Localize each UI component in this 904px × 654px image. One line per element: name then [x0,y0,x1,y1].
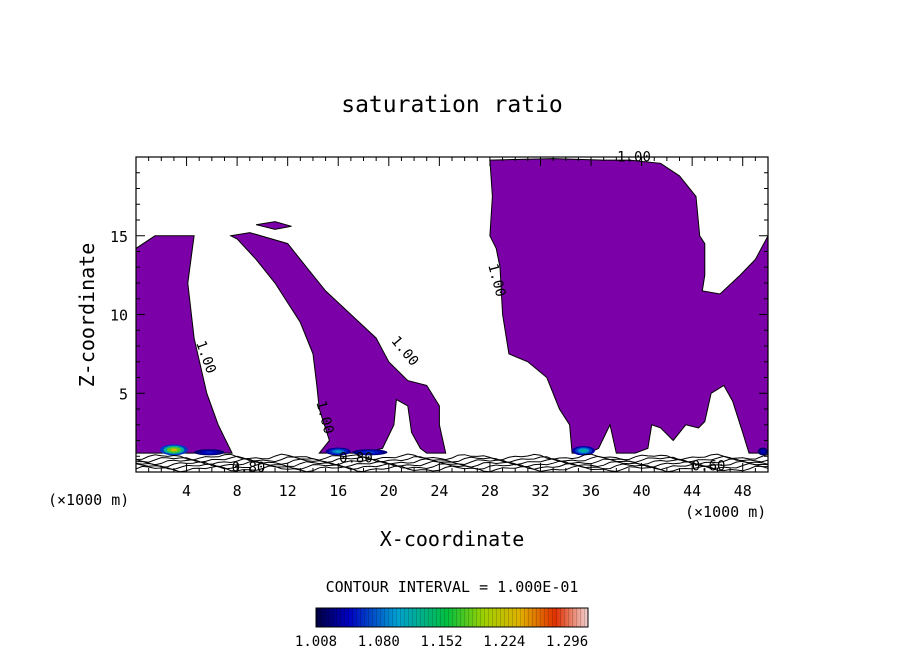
colorbar-label-3: 1.152 [420,634,462,650]
peak-spot-2-level-4 [205,451,214,454]
peak-spot-1-level-4 [170,448,178,452]
x-tick-label-48: 48 [734,482,752,500]
x-tick-label-4: 4 [182,482,191,500]
x-unit-right: (×1000 m) [685,503,766,521]
y-tick-label-10: 10 [110,307,128,325]
surface-contour-line-3 [136,460,768,468]
y-axis-label: Z-coordinate [75,243,99,388]
contour-label-5: 1.00 [617,150,651,166]
peak-spot-5-level-4 [580,449,587,452]
colorbar-label-5: 1.296 [546,634,588,650]
supersaturation-region-2 [229,232,447,454]
y-tick-label-5: 5 [119,385,128,403]
x-unit-left: (×1000 m) [48,491,129,509]
x-tick-label-16: 16 [329,482,347,500]
colorbar-label-4: 1.224 [483,634,525,650]
surface-contour-line-5 [136,455,768,463]
contour-interval-text: CONTOUR INTERVAL = 1.000E-01 [326,578,579,596]
x-tick-label-32: 32 [531,482,549,500]
peak-spot-6-level-4 [761,450,765,453]
colorbar-label-2: 1.080 [358,634,400,650]
chart-title: saturation ratio [341,92,563,118]
peak-spot-4-level-4 [365,451,375,454]
x-tick-label-8: 8 [233,482,242,500]
contour-label-6: 0.80 [232,460,266,476]
colorbar-ticks [316,608,588,627]
colorbar-frame [315,607,589,628]
peak-spot-3-level-4 [335,450,342,453]
x-tick-label-20: 20 [380,482,398,500]
surface-contour-line-6 [136,453,768,461]
supersaturation-region-3 [255,221,292,230]
x-axis-label: X-coordinate [380,527,525,551]
y-tick-label-15: 15 [110,228,128,246]
plot-area [136,158,768,472]
x-tick-label-36: 36 [582,482,600,500]
x-tick-label-40: 40 [633,482,651,500]
supersaturation-region-4 [489,158,768,454]
contour-label-7: 0.80 [339,451,373,467]
colorbar-label-1: 1.008 [295,634,337,650]
x-tick-label-12: 12 [279,482,297,500]
contour-label-2: 1.00 [388,333,422,369]
supersaturation-region-1 [136,235,233,454]
x-tick-label-44: 44 [683,482,701,500]
x-tick-label-24: 24 [430,482,448,500]
surface-contour-line-2 [136,462,768,471]
contour-label-8: 0.60 [692,458,726,474]
x-tick-label-28: 28 [481,482,499,500]
colorbar [315,607,589,628]
